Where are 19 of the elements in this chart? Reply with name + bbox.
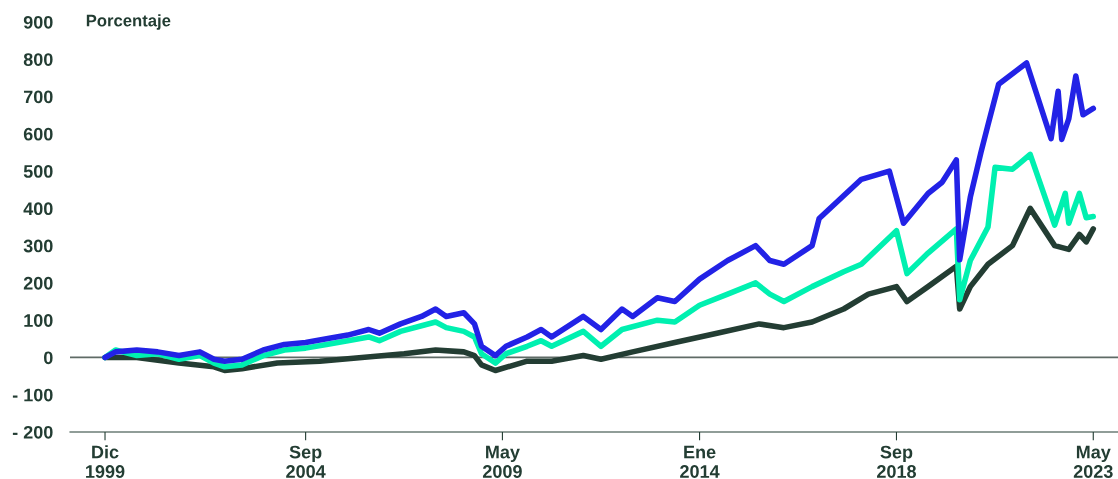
y-tick-label: 700 [23, 90, 53, 104]
y-tick-label: 600 [23, 127, 53, 141]
y-tick-label: 800 [23, 53, 53, 66]
y-tick-label: 100 [24, 314, 53, 327]
y-tick-label: 500 [23, 165, 53, 178]
y-tick-label: - 200 [12, 425, 53, 439]
y-axis-title: Porcentaje [86, 14, 171, 30]
y-tick-label: - 100 [12, 388, 53, 402]
x-tick-label: Dic 1999 [86, 445, 125, 478]
y-tick-label: 0 [44, 351, 53, 365]
x-tick-label: May 2023 [1073, 445, 1113, 478]
x-tick-label: Sep 2004 [286, 445, 326, 478]
y-tick-label: 900 [23, 15, 53, 29]
y-tick-label: 400 [23, 202, 53, 216]
y-tick-label: 200 [23, 276, 53, 290]
x-tick-label: Sep 2018 [877, 445, 917, 478]
x-tick-label: Ene 2014 [680, 445, 720, 478]
y-tick-label: 300 [23, 239, 53, 253]
x-tick-label: May 2009 [482, 445, 522, 478]
